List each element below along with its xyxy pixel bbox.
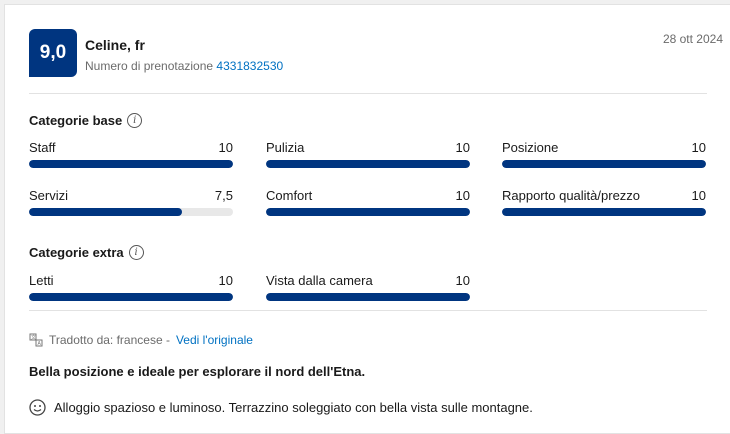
category-label: Vista dalla camera xyxy=(266,273,373,288)
booking-info: Numero di prenotazione 4331832530 xyxy=(85,59,283,73)
booking-number-link[interactable]: 4331832530 xyxy=(216,59,284,73)
score-bar-fill xyxy=(29,208,182,216)
see-original-link[interactable]: Vedi l'originale xyxy=(175,333,253,347)
category-posizione: Posizione 10 xyxy=(502,140,706,170)
category-score: 10 xyxy=(691,140,706,155)
booking-label: Numero di prenotazione xyxy=(85,59,214,73)
score-bar-fill xyxy=(29,160,233,168)
category-label: Servizi xyxy=(29,188,69,203)
score-bar xyxy=(502,160,706,168)
svg-text:A: A xyxy=(38,341,42,347)
positive-comment: Alloggio spazioso e luminoso. Terrazzino… xyxy=(29,399,533,416)
score-bar xyxy=(266,293,470,301)
score-bar-fill xyxy=(266,160,470,168)
score-bar xyxy=(29,293,233,301)
score-bar-fill xyxy=(266,208,470,216)
category-label: Staff xyxy=(29,140,56,155)
score-bar-fill xyxy=(266,293,470,301)
category-label: Letti xyxy=(29,273,54,288)
category-comfort: Comfort 10 xyxy=(266,188,470,218)
translate-icon: 文A xyxy=(29,333,43,347)
category-score: 7,5 xyxy=(214,188,233,203)
score-bar xyxy=(502,208,706,216)
category-label: Posizione xyxy=(502,140,559,155)
category-servizi: Servizi 7,5 xyxy=(29,188,233,218)
divider xyxy=(29,93,707,94)
score-bar xyxy=(29,208,233,216)
category-score: 10 xyxy=(218,273,233,288)
info-icon[interactable]: i xyxy=(128,245,144,260)
review-card: 9,0 Celine, fr Numero di prenotazione 43… xyxy=(4,4,730,434)
score-bar xyxy=(266,160,470,168)
category-staff: Staff 10 xyxy=(29,140,233,170)
info-icon[interactable]: i xyxy=(127,113,143,128)
category-vista-dalla-camera: Vista dalla camera 10 xyxy=(266,273,470,303)
base-categories-title: Categorie base xyxy=(29,113,123,128)
review-date: 28 ott 2024 xyxy=(662,32,723,46)
category-label: Pulizia xyxy=(266,140,305,155)
category-label: Rapporto qualità/prezzo xyxy=(502,188,641,203)
divider xyxy=(29,310,707,311)
base-categories-heading: Categorie base i xyxy=(29,113,143,128)
svg-text:文: 文 xyxy=(31,334,36,341)
category-score: 10 xyxy=(691,188,706,203)
category-score: 10 xyxy=(455,188,470,203)
score-bar xyxy=(29,160,233,168)
score-bar-fill xyxy=(502,208,706,216)
category-label: Comfort xyxy=(266,188,313,203)
extra-categories-title: Categorie extra xyxy=(29,245,124,260)
score-badge: 9,0 xyxy=(29,29,77,77)
smiley-icon xyxy=(29,399,46,416)
reviewer-name: Celine, fr xyxy=(85,37,145,53)
score-bar xyxy=(266,208,470,216)
category-letti: Letti 10 xyxy=(29,273,233,303)
category-rapporto-qualit-prezzo: Rapporto qualità/prezzo 10 xyxy=(502,188,706,218)
category-score: 10 xyxy=(455,140,470,155)
translation-text: Tradotto da: francese - xyxy=(49,333,170,347)
category-pulizia: Pulizia 10 xyxy=(266,140,470,170)
category-score: 10 xyxy=(218,140,233,155)
review-headline: Bella posizione e ideale per esplorare i… xyxy=(29,364,366,379)
score-bar-fill xyxy=(29,293,233,301)
score-bar-fill xyxy=(502,160,706,168)
positive-comment-text: Alloggio spazioso e luminoso. Terrazzino… xyxy=(54,400,533,415)
extra-categories-heading: Categorie extra i xyxy=(29,245,144,260)
category-score: 10 xyxy=(455,273,470,288)
